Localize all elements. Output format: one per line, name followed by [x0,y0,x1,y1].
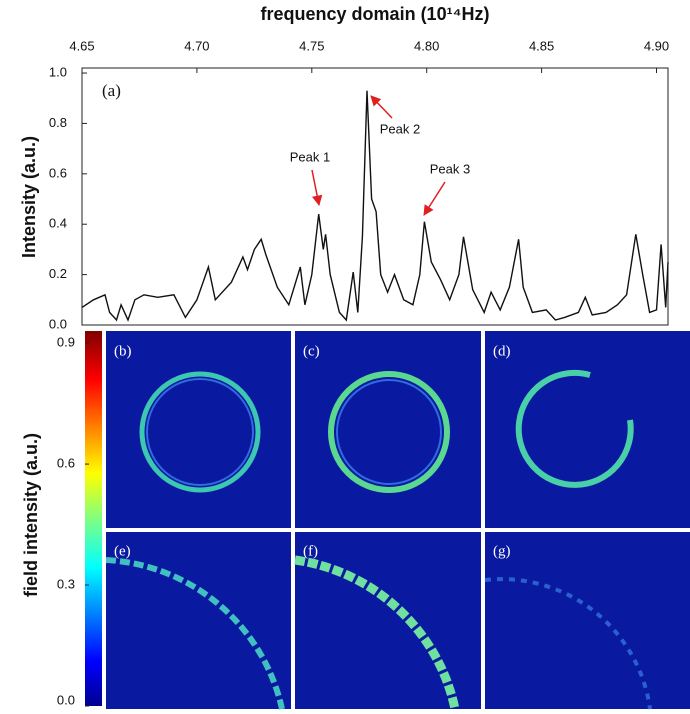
annotation: Peak 2 [380,121,420,136]
y-tick-label: 0.8 [49,115,67,130]
panel [295,331,481,528]
y-tick-label: 0.6 [49,165,67,180]
line [81,90,669,322]
panel [294,532,481,710]
colorbar-tick-label: 0.0 [57,692,75,707]
x-tick-label: 4.90 [644,38,669,53]
panel [106,331,291,528]
x-tick-label: 4.75 [299,38,324,53]
y-tick-label: 1.0 [49,64,67,79]
panel-label: (a) [102,81,121,100]
colorbar [85,331,102,706]
panel-label: (d) [493,343,511,359]
panel-label: (f) [303,543,318,559]
arrow [370,95,393,119]
panel-label: (b) [114,343,132,359]
annotation: Peak 3 [430,161,470,176]
arrow [311,169,323,207]
colorbar-tick-label: 0.3 [57,576,75,591]
y-tick-label: 0.0 [49,316,67,331]
arrow [423,181,446,216]
x-tick-label: 4.65 [69,38,94,53]
y-tick-label: 0.4 [49,216,67,231]
plot-frame [81,67,669,326]
panel [105,532,291,710]
panel [485,331,690,528]
chart-title: frequency domain (10¹⁴Hz) [261,4,490,24]
field-panels [105,331,690,710]
y-axis-label: Intensity (a.u.) [19,136,39,258]
panel-label: (c) [303,343,320,359]
y-tick-label: 0.2 [49,266,67,281]
x-tick-label: 4.80 [414,38,439,53]
colorbar-tick-label: 0.9 [57,335,75,350]
panel-label: (e) [114,543,131,559]
colorbar-label: field intensity (a.u.) [21,433,41,597]
panel-label: (g) [493,543,511,559]
colorbar-tick-label: 0.6 [57,456,75,471]
x-tick-label: 4.85 [529,38,554,53]
x-tick-label: 4.70 [184,38,209,53]
annotation: Peak 1 [290,149,330,164]
panel [484,532,690,710]
